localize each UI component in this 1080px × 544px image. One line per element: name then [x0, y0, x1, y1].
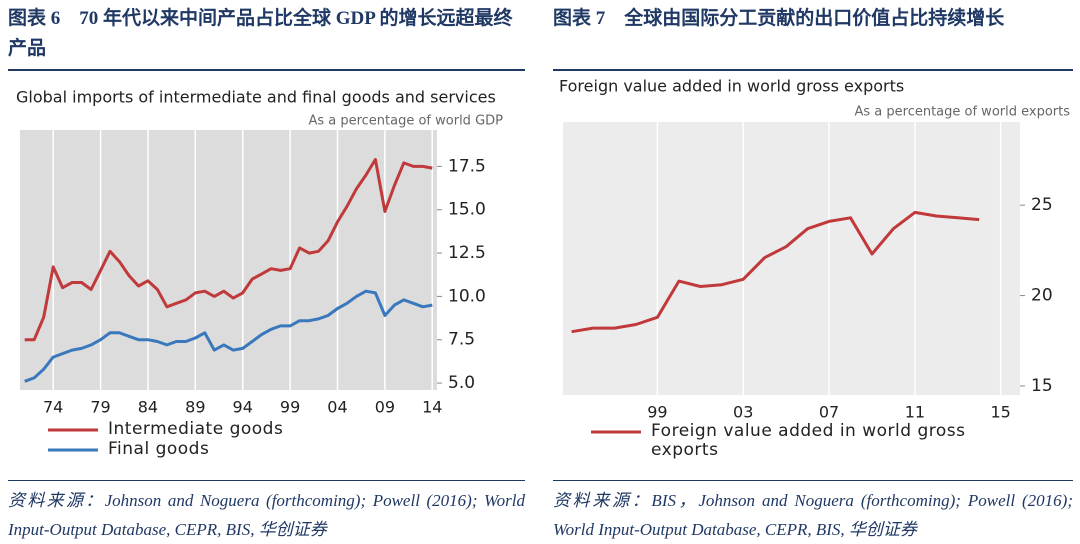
x-tick-label: 03 — [733, 403, 753, 422]
y-tick-label: 10.0 — [448, 286, 486, 306]
x-tick-label: 74 — [43, 398, 63, 417]
legend-label: Intermediate goods — [108, 420, 284, 439]
x-tick-label: 94 — [233, 398, 253, 417]
chart: Global imports of intermediate and final… — [16, 88, 503, 459]
x-tick-label: 89 — [185, 398, 205, 417]
chart-title: Global imports of intermediate and final… — [16, 88, 496, 107]
plot-area — [20, 130, 437, 390]
y-tick-label: 17.5 — [448, 156, 486, 176]
y-tick-label: 5.0 — [448, 373, 475, 393]
chart-subtitle: As a percentage of world exports — [854, 105, 1070, 120]
x-tick-label: 07 — [819, 403, 839, 422]
source-rule — [8, 480, 525, 481]
y-tick-label: 25 — [1031, 195, 1053, 215]
x-tick-label: 99 — [647, 403, 667, 422]
x-tick-label: 09 — [375, 398, 395, 417]
figure-caption: 图表 6 70 年代以来中间产品占比全球 GDP 的增长远超最终产品 — [8, 8, 513, 59]
caption-rule — [553, 69, 1073, 71]
legend-label: Final goods — [108, 440, 210, 459]
x-tick-label: 15 — [991, 403, 1011, 422]
chart: Foreign value added in world gross expor… — [559, 77, 1070, 460]
series-line — [24, 158, 433, 342]
plot-area — [563, 122, 1020, 395]
y-tick-label: 15.0 — [448, 200, 486, 220]
source-note: 资料来源：BIS，Johnson and Noguera (forthcomin… — [553, 491, 1073, 539]
x-tick-label: 99 — [280, 398, 300, 417]
y-tick-label: 12.5 — [448, 243, 486, 263]
legend-item: Final goods — [108, 440, 210, 459]
y-tick-label: 15 — [1031, 376, 1053, 396]
figure-caption: 图表 7 全球由国际分工贡献的出口价值占比持续增长 — [553, 8, 1005, 29]
series-line — [571, 210, 980, 334]
x-tick-label: 11 — [905, 403, 925, 422]
x-tick-label: 14 — [422, 398, 442, 417]
x-tick-label: 79 — [90, 398, 110, 417]
y-tick-label: 7.5 — [448, 330, 475, 350]
x-tick-label: 84 — [138, 398, 158, 417]
y-tick-label: 20 — [1031, 286, 1053, 306]
legend-item: Intermediate goods — [108, 420, 284, 439]
chart-title: Foreign value added in world gross expor… — [559, 77, 904, 96]
legend-item: Foreign value added in world gross expor… — [651, 422, 966, 460]
source-note: 资料来源：Johnson and Noguera (forthcoming); … — [8, 491, 525, 539]
x-tick-label: 04 — [327, 398, 347, 417]
chart-subtitle: As a percentage of world GDP — [308, 114, 503, 129]
source-rule — [553, 480, 1073, 481]
legend-label: Foreign value added in world gross expor… — [651, 422, 966, 460]
caption-rule — [8, 69, 525, 71]
series-line — [24, 289, 433, 383]
